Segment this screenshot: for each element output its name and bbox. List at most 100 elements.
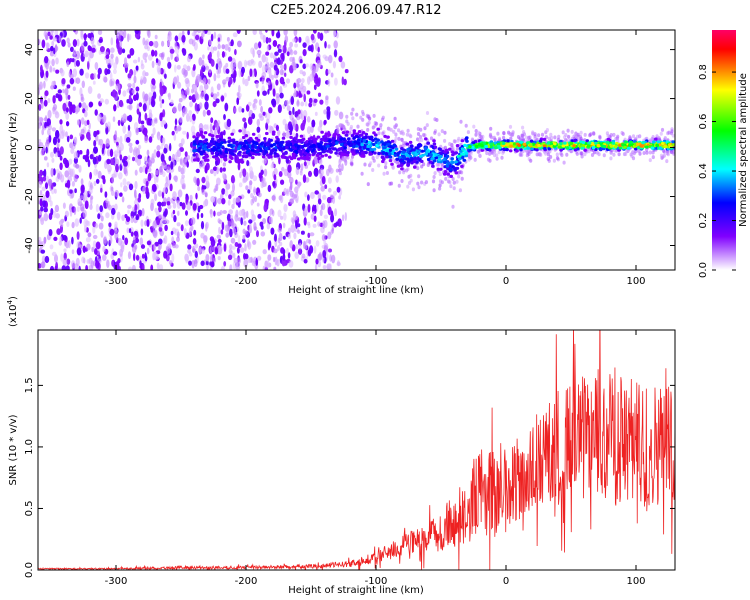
heatmap-cell [663, 136, 667, 141]
heatmap-cell [357, 130, 362, 134]
heatmap-cell [69, 77, 75, 85]
heatmap-cell [298, 90, 302, 98]
heatmap-cell [135, 254, 140, 261]
heatmap-cell [216, 91, 220, 97]
heatmap-cell [134, 189, 137, 199]
heatmap-cell [41, 200, 47, 208]
heatmap-cell [227, 199, 231, 206]
heatmap-cell [221, 221, 225, 231]
heatmap-cell [440, 180, 444, 185]
heatmap-cell [299, 152, 303, 156]
heatmap-cell [205, 158, 210, 162]
heatmap-cell [452, 166, 457, 171]
heatmap-cell [405, 142, 410, 146]
heatmap-cell [636, 146, 641, 150]
heatmap-cell [417, 174, 421, 179]
heatmap-cell [217, 256, 221, 261]
heatmap-cell [203, 145, 207, 149]
heatmap-cell [52, 36, 58, 42]
heatmap-cell [216, 234, 221, 239]
heatmap-cell [328, 248, 332, 253]
heatmap-cell [193, 30, 197, 37]
heatmap-cell [293, 215, 296, 220]
heatmap-cell [526, 146, 531, 150]
heatmap-cell [38, 139, 42, 144]
heatmap-cell [137, 56, 141, 63]
heatmap-cell [42, 145, 46, 152]
heatmap-cell [267, 88, 270, 95]
heatmap-cell [196, 177, 200, 187]
heatmap-cell [545, 128, 550, 132]
heatmap-cell [90, 37, 95, 45]
heatmap-cell [352, 136, 356, 140]
heatmap-cell [424, 180, 428, 185]
heatmap-cell [232, 183, 235, 193]
heatmap-cell [645, 145, 649, 149]
heatmap-cell [305, 149, 310, 153]
heatmap-cell [116, 38, 119, 45]
heatmap-cell [87, 86, 93, 94]
heatmap-cell [227, 254, 233, 261]
heatmap-cell [374, 121, 379, 126]
heatmap-cell [188, 227, 192, 237]
heatmap-cell [292, 132, 296, 137]
heatmap-cell [326, 196, 332, 204]
heatmap-cell [162, 237, 166, 244]
heatmap-cell [362, 139, 367, 143]
heatmap-cell [47, 128, 51, 136]
heatmap-cell [312, 223, 317, 228]
heatmap-cell [304, 101, 308, 107]
heatmap-cell [277, 146, 282, 150]
heatmap-cell [300, 101, 305, 107]
heatmap-cell [319, 168, 324, 178]
heatmap-cell [97, 93, 101, 99]
heatmap-cell [328, 167, 334, 174]
heatmap-cell [64, 210, 69, 218]
heatmap-cell [262, 265, 265, 270]
heatmap-cell [179, 201, 183, 207]
heatmap-cell [142, 70, 147, 78]
heatmap-cell [269, 138, 274, 142]
heatmap-cell [464, 151, 469, 155]
heatmap-cell [257, 213, 262, 219]
heatmap-cell [133, 148, 138, 153]
heatmap-cell [216, 50, 220, 59]
heatmap-cell [303, 93, 307, 103]
heatmap-cell [651, 155, 655, 160]
heatmap-cell [509, 142, 513, 146]
heatmap-cell [255, 82, 259, 89]
heatmap-cell [203, 131, 208, 135]
heatmap-cell [187, 249, 191, 254]
heatmap-cell [67, 42, 71, 48]
heatmap-cell [440, 129, 444, 134]
heatmap-cell [144, 136, 149, 144]
heatmap-cell [224, 44, 229, 51]
heatmap-cell [38, 198, 41, 205]
heatmap-cell [65, 112, 70, 120]
heatmap-cell [583, 152, 587, 157]
heatmap-cell [146, 247, 150, 255]
heatmap-cell [397, 183, 401, 188]
heatmap-cell [304, 191, 308, 198]
heatmap-cell [97, 213, 101, 220]
heatmap-cell [297, 183, 301, 189]
heatmap-cell [71, 168, 75, 177]
heatmap-cell [246, 149, 250, 153]
heatmap-cell [110, 47, 115, 53]
heatmap-cell [221, 146, 225, 150]
heatmap-cell [634, 147, 638, 151]
heatmap-cell [176, 64, 181, 70]
heatmap-cell [336, 32, 339, 39]
heatmap-cell [134, 237, 139, 244]
heatmap-cell [333, 30, 336, 38]
heatmap-cell [258, 113, 263, 118]
heatmap-cell [356, 124, 360, 129]
heatmap-cell [286, 51, 290, 57]
heatmap-cell [327, 231, 332, 240]
heatmap-cell [49, 35, 53, 40]
heatmap-cell [247, 189, 251, 194]
heatmap-cell [300, 163, 304, 172]
heatmap-cell [242, 117, 247, 123]
heatmap-cell [210, 33, 214, 42]
heatmap-cell [400, 137, 404, 142]
